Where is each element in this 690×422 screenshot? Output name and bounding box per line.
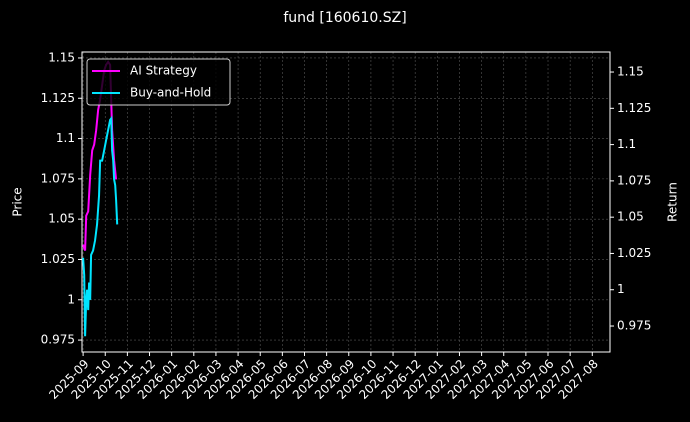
y-tick-label: 1.1 [56, 131, 75, 145]
y2-axis-label: Return [666, 182, 680, 222]
legend-label: Buy-and-Hold [130, 86, 211, 100]
y-tick-label: 1.05 [48, 212, 75, 226]
legend-label: AI Strategy [130, 64, 197, 78]
y2-tick-label: 0.975 [617, 319, 651, 333]
y-tick-label: 1.125 [41, 91, 75, 105]
legend: AI Strategy Buy-and-Hold [86, 58, 231, 106]
y2-tick-label: 1.125 [617, 101, 651, 115]
y-tick-label: 1.075 [41, 171, 75, 185]
y-tick-label: 1.15 [48, 50, 75, 64]
y2-tick-label: 1.075 [617, 173, 651, 187]
plot-frame [81, 51, 611, 353]
y2-tick-label: 1.05 [617, 210, 644, 224]
series-line [82, 115, 119, 337]
y-axis-label: Price [11, 187, 25, 216]
y-tick-label: 0.975 [41, 333, 75, 347]
y2-tick-label: 1.15 [617, 65, 644, 79]
y-tick-label: 1.025 [41, 252, 75, 266]
y2-tick-label: 1.025 [617, 246, 651, 260]
y2-tick-label: 1 [617, 282, 625, 296]
y-tick-label: 1 [67, 292, 75, 306]
chart-title: fund [160610.SZ] [283, 10, 406, 26]
legend-box [86, 58, 231, 106]
y2-tick-label: 1.1 [617, 137, 636, 151]
